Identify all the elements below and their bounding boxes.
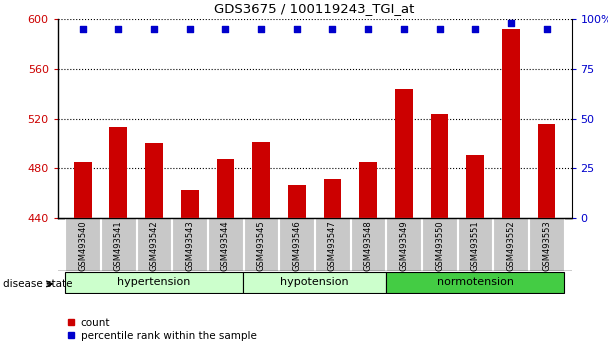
Bar xyxy=(386,272,564,293)
Bar xyxy=(109,127,127,218)
Bar xyxy=(466,154,484,218)
Bar xyxy=(395,89,413,218)
Bar xyxy=(430,114,449,218)
Point xyxy=(256,27,266,32)
Text: GSM493540: GSM493540 xyxy=(78,220,87,271)
Bar xyxy=(243,272,386,293)
Text: GSM493549: GSM493549 xyxy=(399,220,409,271)
Text: hypotension: hypotension xyxy=(280,277,349,287)
Bar xyxy=(279,218,314,271)
Text: GSM493551: GSM493551 xyxy=(471,220,480,271)
Text: GSM493543: GSM493543 xyxy=(185,220,195,271)
Text: GSM493542: GSM493542 xyxy=(150,220,159,271)
Bar xyxy=(145,143,163,218)
Text: GSM493547: GSM493547 xyxy=(328,220,337,271)
Text: GSM493546: GSM493546 xyxy=(292,220,302,271)
Text: GSM493553: GSM493553 xyxy=(542,220,551,271)
Bar xyxy=(323,179,342,218)
Bar xyxy=(529,218,564,271)
Text: hypertension: hypertension xyxy=(117,277,191,287)
Point xyxy=(114,27,123,32)
Bar xyxy=(208,218,243,271)
Bar xyxy=(493,218,528,271)
Bar xyxy=(216,159,234,218)
Text: normotension: normotension xyxy=(437,277,514,287)
Point xyxy=(149,27,159,32)
Point xyxy=(292,27,302,32)
Text: GSM493548: GSM493548 xyxy=(364,220,373,271)
Text: GSM493550: GSM493550 xyxy=(435,220,444,271)
Bar xyxy=(65,272,243,293)
Bar xyxy=(288,185,306,218)
Point xyxy=(435,27,444,32)
Text: GSM493541: GSM493541 xyxy=(114,220,123,271)
Bar xyxy=(181,190,199,218)
Point xyxy=(185,27,195,32)
Bar xyxy=(315,218,350,271)
Bar xyxy=(137,218,171,271)
Bar xyxy=(172,218,207,271)
Bar xyxy=(458,218,492,271)
Title: GDS3675 / 100119243_TGI_at: GDS3675 / 100119243_TGI_at xyxy=(215,2,415,16)
Bar xyxy=(502,29,520,218)
Bar xyxy=(252,142,270,218)
Bar xyxy=(74,162,92,218)
Bar xyxy=(65,218,100,271)
Legend: count, percentile rank within the sample: count, percentile rank within the sample xyxy=(63,314,261,345)
Text: GSM493545: GSM493545 xyxy=(257,220,266,271)
Bar xyxy=(359,162,377,218)
Text: GSM493544: GSM493544 xyxy=(221,220,230,271)
Bar xyxy=(537,124,556,218)
Point xyxy=(78,27,88,32)
Bar xyxy=(422,218,457,271)
Point xyxy=(364,27,373,32)
Bar xyxy=(101,218,136,271)
Text: GSM493552: GSM493552 xyxy=(506,220,516,271)
Point xyxy=(399,27,409,32)
Point xyxy=(471,27,480,32)
Point xyxy=(542,27,551,32)
Bar xyxy=(244,218,278,271)
Bar xyxy=(351,218,385,271)
Point xyxy=(221,27,230,32)
Point xyxy=(506,21,516,26)
Point xyxy=(328,27,337,32)
Text: disease state: disease state xyxy=(3,279,72,289)
Bar xyxy=(386,218,421,271)
